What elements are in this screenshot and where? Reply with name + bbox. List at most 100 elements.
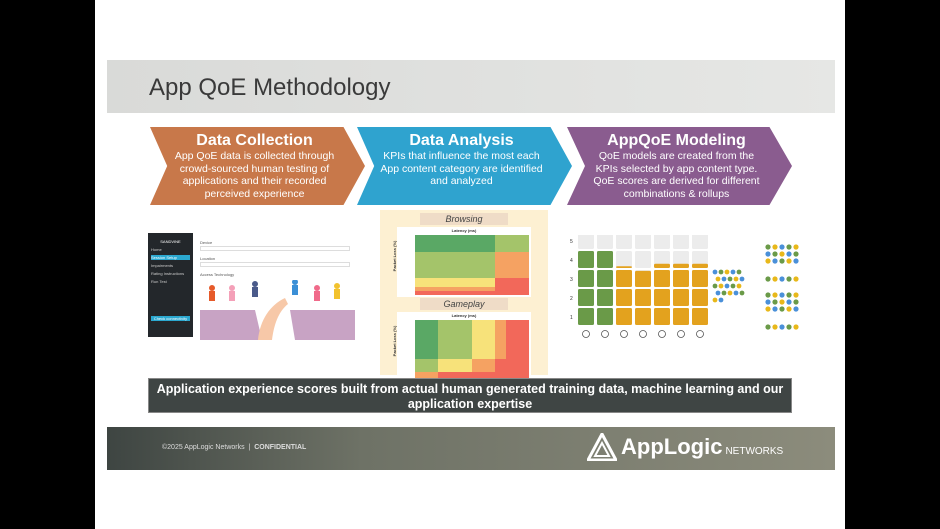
heatmap-cell: [494, 265, 507, 270]
heatmap-cell: [437, 256, 450, 261]
heatmap-cell: [460, 252, 472, 257]
heatmap-cell: [494, 247, 507, 253]
heatmap-cell: [494, 345, 507, 351]
heatmap-cell: [415, 367, 427, 372]
heatmap-cell: [460, 260, 472, 266]
heatmap-cell: [517, 362, 529, 368]
heatmap-cell: [483, 345, 495, 351]
heatmap-cell: [437, 269, 450, 274]
heatmap-cell: [415, 324, 427, 329]
heatmap-cell: [494, 324, 507, 329]
heatmap-cell: [415, 269, 427, 274]
heatmap-cell: [506, 371, 518, 376]
heatmap-cell: [437, 354, 450, 359]
heatmap-cell: [471, 362, 484, 368]
app-menu-item: Run Test: [151, 279, 167, 284]
heatmap-cell: [437, 324, 450, 329]
step-data-collection: Data Collection App QoE data is collected…: [150, 127, 365, 205]
heatmap-cell: [460, 256, 472, 261]
heatmap-cell: [415, 341, 427, 346]
heatmap-cell: [460, 354, 472, 359]
heatmap-cell: [460, 273, 472, 278]
heatmap-cell: [460, 350, 472, 355]
score-fill: [635, 270, 651, 287]
data-dot: [721, 290, 727, 296]
heatmap-cell: [415, 277, 427, 283]
gamepad-icon: [639, 330, 647, 338]
score-fill: [597, 270, 613, 287]
heatmap-cell: [471, 367, 484, 372]
heatmap-cell: [426, 277, 438, 283]
confidential-label: CONFIDENTIAL: [254, 444, 307, 451]
qoe-model-graphic: 1 2 3 4 5: [570, 235, 799, 338]
heatmap-cell: [449, 328, 461, 333]
heatmap-gameplay-x-label: Latency (ms): [451, 313, 477, 318]
heatmap-cell: [426, 345, 438, 351]
score-fill: [597, 251, 613, 268]
heatmap-cell: [437, 362, 450, 368]
heatmap-cell: [494, 328, 507, 333]
teamwork-illustration: [200, 280, 355, 340]
heatmap-cell: [415, 350, 427, 355]
heatmap-cell: [426, 371, 438, 376]
data-dot: [772, 306, 778, 312]
heatmap-cell: [415, 247, 427, 253]
heatmap-cell: [437, 367, 450, 372]
data-dot: [779, 306, 785, 312]
slide-title: App QoE Methodology: [149, 74, 391, 101]
data-dot: [721, 276, 727, 282]
heatmap-cell: [449, 367, 461, 372]
heatmap-cell: [494, 277, 507, 283]
heatmap-cell: [517, 324, 529, 329]
heatmap-cell: [483, 286, 495, 291]
cloud-download-icon: [677, 330, 685, 338]
heatmap-cell: [517, 358, 529, 363]
data-dot: [727, 276, 733, 282]
cloud-upload-icon: [658, 330, 666, 338]
data-dot: [779, 299, 785, 305]
heatmap-cell: [449, 286, 461, 291]
heatmap-cell: [471, 252, 484, 257]
slide: App QoE Methodology Data Collection App Q…: [95, 0, 845, 529]
heatmap-cell: [437, 328, 450, 333]
data-dot: [712, 283, 718, 289]
heatmap-cell: [494, 260, 507, 266]
heatmap-cell: [426, 243, 438, 248]
heatmap-cell: [415, 362, 427, 368]
score-fill: [692, 263, 708, 268]
heatmap-cell: [506, 247, 518, 253]
heatmap-cell: [483, 290, 495, 296]
kpi-heatmaps: Browsing Latency (ms) Packet Loss (%) Ga…: [380, 210, 548, 383]
heatmap-cell: [426, 290, 438, 296]
heatmap-cell: [437, 332, 450, 338]
heatmap-cell: [494, 286, 507, 291]
heatmap-cell: [471, 247, 484, 253]
heatmap-cell: [449, 362, 461, 368]
heatmap-cell: [483, 320, 495, 325]
heatmap-cell: [471, 341, 484, 346]
data-dot: [739, 290, 745, 296]
heatmap-cell: [460, 367, 472, 372]
score-fill: [635, 308, 651, 325]
heatmap-cell: [449, 247, 461, 253]
heatmap-cell: [506, 243, 518, 248]
heatmap-cell: [506, 260, 518, 266]
heatmap-cell: [460, 324, 472, 329]
heatmap-cell: [506, 282, 518, 287]
heatmap-cell: [415, 371, 427, 376]
heatmap-cell: [437, 350, 450, 355]
heatmap-cell: [517, 320, 529, 325]
heatmap-cell: [506, 277, 518, 283]
data-dot: [765, 258, 771, 264]
heatmap-cell: [494, 332, 507, 338]
heatmap-cell: [426, 252, 438, 257]
step-appqoe-modeling: AppQoE Modeling QoE models are created fr…: [567, 127, 792, 205]
heatmap-cell: [494, 239, 507, 244]
heatmap-cell: [426, 337, 438, 342]
heatmap-cell: [426, 239, 438, 244]
title-bar: App QoE Methodology: [107, 60, 835, 113]
heatmap-cell: [449, 243, 461, 248]
heatmap-cell: [506, 341, 518, 346]
heatmap-cell: [483, 235, 495, 240]
heatmap-cell: [494, 371, 507, 376]
